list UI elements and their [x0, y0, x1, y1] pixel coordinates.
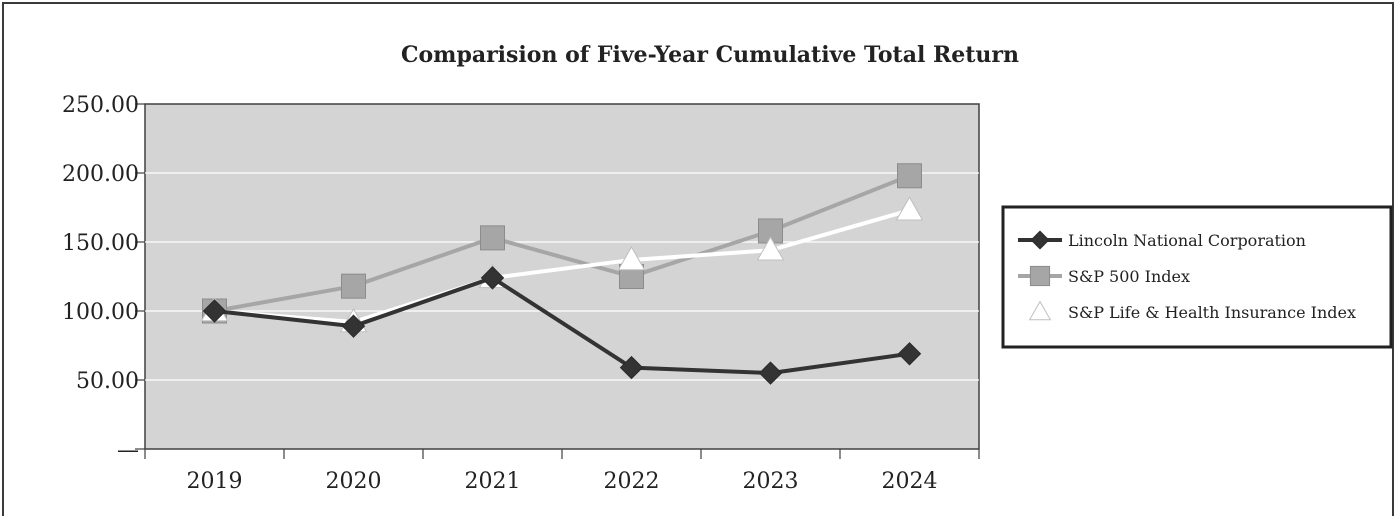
legend: Lincoln National Corporation S&P 500 Inde… — [1001, 205, 1393, 349]
data-point — [758, 361, 783, 385]
plot-area — [144, 103, 980, 450]
data-point — [756, 236, 785, 261]
axes: — 50.00 100.00 150.00 200.00 250.00 2019 2020 20… — [62, 93, 980, 494]
x-tick-label: 2023 — [743, 469, 799, 494]
series-line — [214, 173, 911, 313]
series-line — [214, 275, 910, 376]
legend-label: S&P Life & Health Insurance Index — [1068, 303, 1356, 322]
y-tick-label: 100.00 — [62, 300, 139, 325]
data-point — [895, 196, 924, 221]
data-point — [202, 299, 227, 323]
data-point — [480, 225, 505, 251]
x-tick-label: 2024 — [882, 469, 938, 494]
y-tick-label: 150.00 — [62, 231, 139, 256]
legend-box — [1001, 205, 1393, 349]
legend-marker — [1028, 300, 1052, 321]
data-point — [897, 342, 922, 366]
y-tick-label: 250.00 — [62, 93, 139, 118]
x-tick-label: 2022 — [604, 469, 660, 494]
legend-label: Lincoln National Corporation — [1068, 231, 1306, 250]
y-tick-label: — — [117, 438, 139, 463]
y-tick-label: 50.00 — [76, 369, 139, 394]
legend-marker — [1030, 230, 1050, 250]
x-tick-label: 2021 — [465, 469, 521, 494]
data-point — [341, 314, 366, 338]
data-point — [897, 163, 922, 189]
series-layer — [200, 163, 924, 385]
y-tick-label: 200.00 — [62, 162, 139, 187]
legend-label: S&P 500 Index — [1068, 267, 1190, 286]
gridlines — [145, 172, 979, 381]
data-point — [617, 245, 646, 271]
series-line — [214, 208, 911, 325]
legend-marker — [1029, 265, 1051, 287]
chart-title: Comparision of Five-Year Cumulative Tota… — [401, 42, 1019, 68]
series-0 — [202, 266, 922, 385]
data-point — [341, 273, 366, 299]
data-point — [480, 266, 505, 290]
data-point — [619, 355, 644, 380]
x-tick-label: 2020 — [326, 469, 382, 494]
x-tick-label: 2019 — [187, 469, 243, 494]
